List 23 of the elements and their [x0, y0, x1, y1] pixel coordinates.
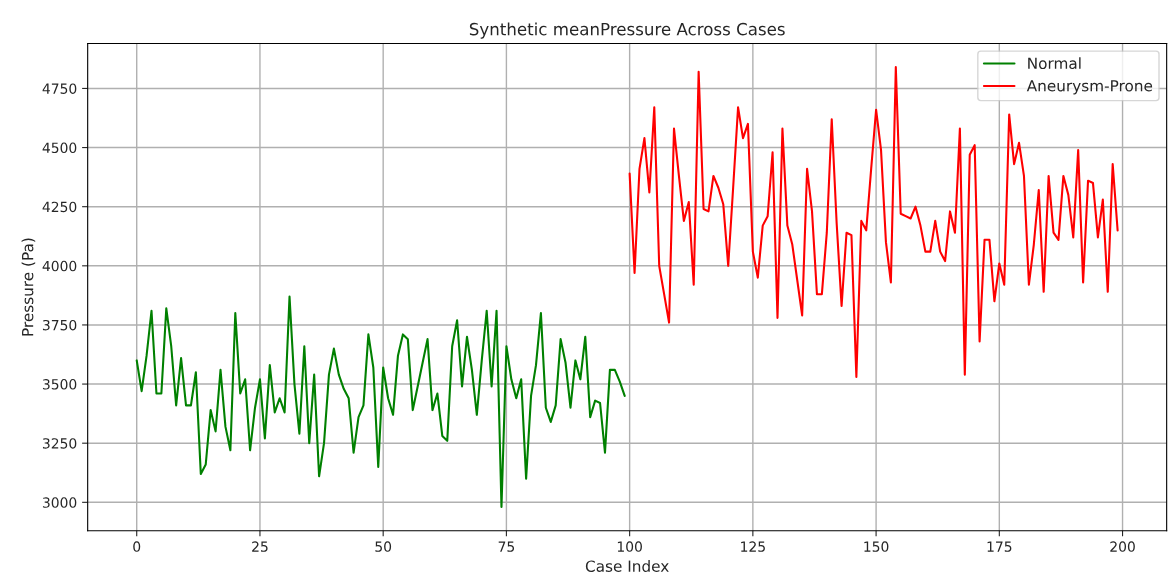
x-tick-label: 200 — [1110, 541, 1135, 552]
y-tick-label: 4250 — [42, 201, 77, 213]
y-tick-label: 3250 — [42, 438, 77, 449]
x-tick-label: 50 — [375, 541, 392, 552]
x-tick-label: 100 — [617, 541, 642, 552]
line-series — [135, 295, 626, 509]
y-tick-label: 4750 — [42, 83, 77, 94]
x-tick-label: 175 — [987, 541, 1012, 552]
y-tick-label: 3000 — [42, 497, 77, 508]
x-tick-label: 75 — [498, 541, 515, 552]
chart-title: Synthetic meanPressure Across Cases — [469, 22, 785, 39]
y-axis-title: Pressure (Pa) — [21, 238, 36, 336]
y-tick-label: 3500 — [42, 379, 77, 390]
x-tick-label: 0 — [133, 541, 141, 552]
x-tick-label: 25 — [252, 541, 268, 552]
legend-label: Normal — [1028, 57, 1081, 70]
legend-label: Aneurysm-Prone — [1026, 80, 1153, 95]
x-tick-label: 150 — [864, 541, 889, 552]
x-tick-label: 125 — [741, 541, 765, 552]
y-tick-label: 3750 — [42, 319, 77, 331]
y-tick-label: 4000 — [42, 260, 77, 272]
x-axis-title: Case Index — [585, 560, 669, 572]
y-tick-label: 4500 — [42, 142, 77, 154]
